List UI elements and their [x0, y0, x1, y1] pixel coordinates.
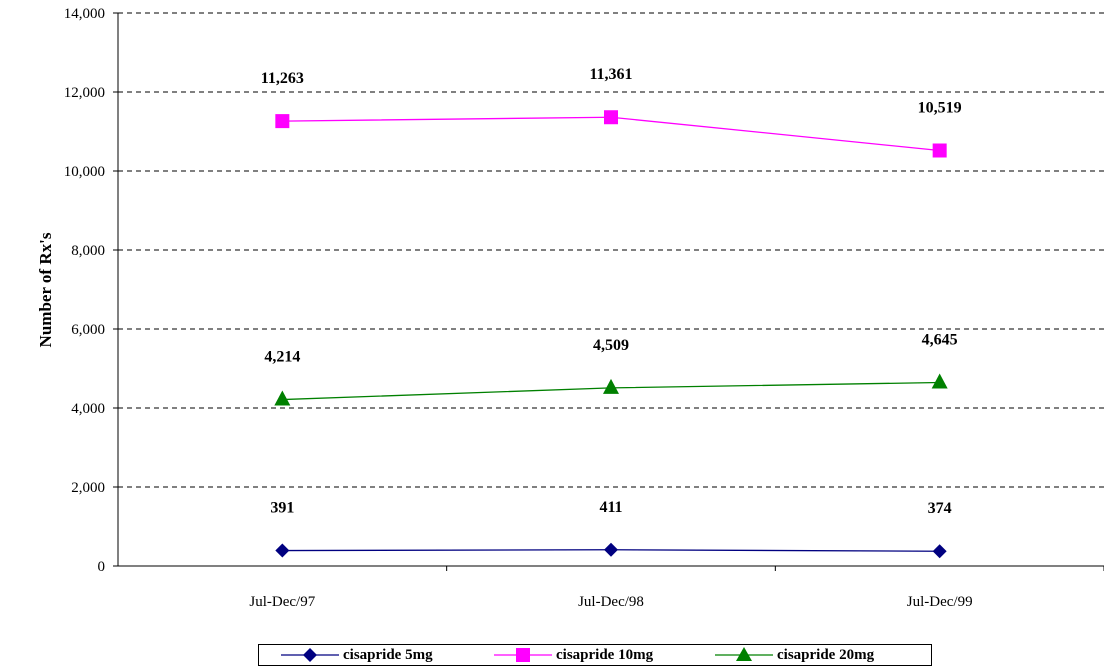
data-label: 11,263 — [261, 70, 304, 87]
data-label: 4,645 — [922, 332, 958, 349]
legend-item-5mg: cisapride 5mg — [279, 645, 433, 665]
x-tick-label: Jul-Dec/98 — [578, 594, 644, 610]
data-point-diamond — [275, 543, 290, 558]
data-point-square — [604, 110, 618, 125]
x-tick-label: Jul-Dec/97 — [249, 594, 315, 610]
legend-label-20mg: cisapride 20mg — [777, 646, 875, 663]
data-point-square — [932, 143, 947, 158]
data-label: 374 — [928, 500, 952, 517]
data-point-square — [275, 114, 290, 129]
y-tick-label: 2,000 — [71, 480, 105, 496]
series-markers — [274, 110, 948, 559]
data-point-diamond — [604, 542, 618, 557]
data-label: 4,214 — [264, 349, 300, 366]
y-tick-label: 14,000 — [64, 6, 105, 22]
legend-marker-diamond — [281, 648, 339, 662]
y-tick-label: 12,000 — [64, 85, 105, 101]
y-tick-label: 6,000 — [71, 322, 105, 338]
data-point-triangle — [274, 390, 291, 406]
legend-marker-triangle — [715, 647, 773, 661]
legend-label-10mg: cisapride 10mg — [556, 646, 654, 663]
x-tick-label: Jul-Dec/99 — [907, 594, 973, 610]
data-label: 391 — [270, 500, 294, 517]
data-labels: 391 411 374 11,263 11,361 10,519 4,214 4,509 4,6… — [261, 66, 962, 517]
x-tick-labels: Jul-Dec/97 Jul-Dec/98 Jul-Dec/99 — [249, 594, 972, 610]
data-label: 10,519 — [918, 99, 962, 116]
data-point-diamond — [932, 544, 947, 559]
axes — [113, 12, 1104, 571]
y-tick-labels: 0 2,000 4,000 6,000 8,000 10,000 12,000 14,000 — [64, 6, 105, 575]
legend-item-20mg: cisapride 20mg — [713, 645, 874, 665]
legend-label-5mg: cisapride 5mg — [343, 646, 433, 663]
data-point-triangle — [931, 373, 948, 389]
y-tick-label: 0 — [98, 559, 106, 575]
gridlines — [118, 12, 1104, 488]
legend-marker-square — [494, 648, 552, 662]
legend: cisapride 5mg cisapride 10mg cisapride 2… — [258, 644, 932, 666]
y-axis-label: Number of Rx's — [36, 232, 55, 347]
data-label: 4,509 — [593, 337, 629, 354]
data-label: 411 — [599, 499, 622, 516]
data-point-triangle — [603, 378, 619, 394]
y-tick-label: 4,000 — [71, 401, 105, 417]
y-tick-label: 8,000 — [71, 243, 105, 259]
legend-item-10mg: cisapride 10mg — [492, 645, 653, 665]
y-tick-label: 10,000 — [64, 164, 105, 180]
data-label: 11,361 — [589, 66, 632, 83]
series-lines — [282, 116, 940, 552]
